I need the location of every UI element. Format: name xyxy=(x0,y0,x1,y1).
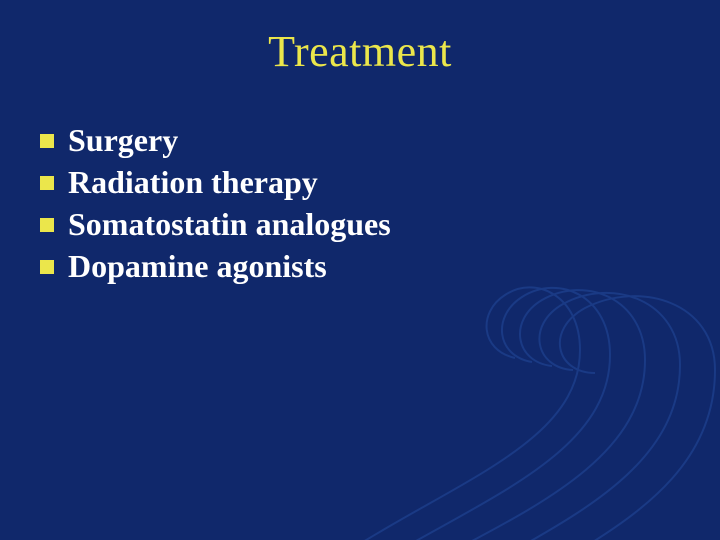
square-bullet-icon xyxy=(40,134,54,148)
slide-title: Treatment xyxy=(0,26,720,77)
list-item: Radiation therapy xyxy=(40,162,680,202)
list-item-label: Dopamine agonists xyxy=(68,246,327,286)
square-bullet-icon xyxy=(40,176,54,190)
slide-body: Surgery Radiation therapy Somatostatin a… xyxy=(40,120,680,288)
slide: Treatment Surgery Radiation therapy Soma… xyxy=(0,0,720,540)
list-item-label: Surgery xyxy=(68,120,178,160)
list-item: Surgery xyxy=(40,120,680,160)
list-item: Somatostatin analogues xyxy=(40,204,680,244)
square-bullet-icon xyxy=(40,218,54,232)
square-bullet-icon xyxy=(40,260,54,274)
list-item-label: Radiation therapy xyxy=(68,162,318,202)
list-item: Dopamine agonists xyxy=(40,246,680,286)
list-item-label: Somatostatin analogues xyxy=(68,204,391,244)
